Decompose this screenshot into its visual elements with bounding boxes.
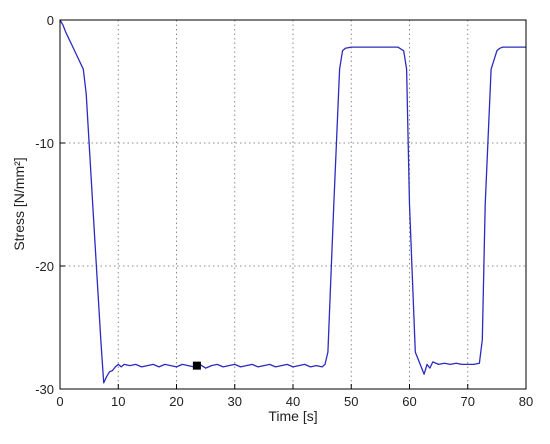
x-tick-label: 40 [286, 394, 300, 409]
x-ticks: 0 10 20 30 40 50 60 70 80 [56, 384, 533, 409]
stress-series-line [59, 19, 526, 384]
x-axis-label: Time [s] [268, 408, 317, 424]
x-tick-label: 80 [519, 394, 533, 409]
x-tick-label: 0 [56, 394, 63, 409]
x-tick-label: 70 [461, 394, 475, 409]
y-axis-label: Stress [N/mm²] [11, 157, 27, 250]
y-ticks: 0 -10 -20 -30 [35, 13, 65, 397]
x-tick-label: 60 [402, 394, 416, 409]
x-tick-label: 50 [344, 394, 358, 409]
x-tick-label: 10 [111, 394, 125, 409]
x-tick-label: 20 [169, 394, 183, 409]
y-tick-label: 0 [47, 13, 54, 28]
marker-layer [192, 361, 201, 370]
data-marker [192, 361, 201, 370]
y-tick-label: -20 [35, 259, 54, 274]
series-layer [59, 19, 526, 384]
y-tick-label: -10 [35, 136, 54, 151]
x-tick-label: 30 [228, 394, 242, 409]
y-tick-label: -30 [35, 382, 54, 397]
